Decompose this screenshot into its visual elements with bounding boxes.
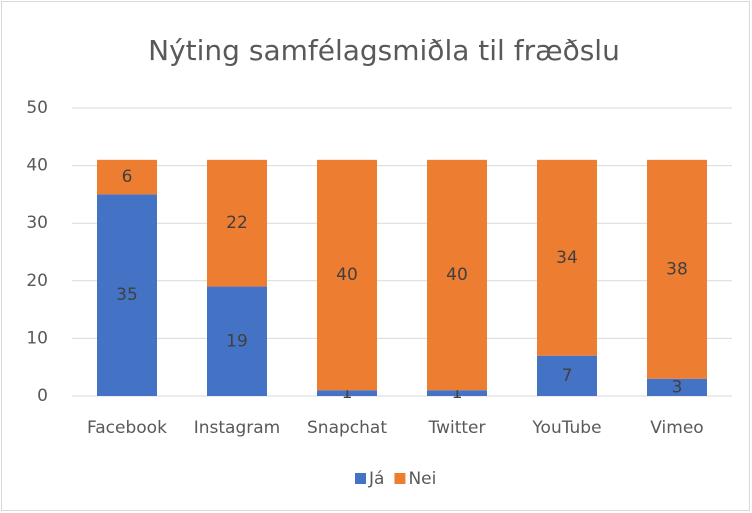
bar-segment — [537, 355, 597, 396]
chart-title: Nýting samfélagsmiðla til fræðslu — [148, 34, 620, 67]
data-label: 40 — [336, 265, 358, 285]
bar-segment — [317, 390, 377, 396]
data-label: 6 — [122, 167, 133, 187]
data-label: 19 — [226, 331, 248, 351]
y-tick-label: 30 — [26, 213, 48, 233]
data-label: 34 — [556, 248, 578, 268]
x-tick-label: Vimeo — [650, 418, 703, 438]
data-label: 40 — [446, 265, 468, 285]
y-tick-label: 40 — [26, 156, 48, 176]
legend-swatch — [394, 473, 406, 484]
bar-segment — [427, 159, 487, 391]
x-tick-label: YouTube — [531, 418, 601, 438]
bar-segment — [647, 159, 707, 379]
bar-segment — [97, 194, 157, 396]
data-label: 1 — [452, 383, 463, 403]
bar-segment — [427, 390, 487, 396]
bar-segment — [537, 159, 597, 356]
bar-segment — [97, 159, 157, 195]
data-label: 35 — [116, 285, 138, 305]
bar-segment — [647, 378, 707, 396]
legend-swatch — [355, 473, 366, 484]
x-tick-label: Snapchat — [307, 418, 387, 438]
x-tick-label: Instagram — [194, 418, 281, 438]
y-tick-label: 10 — [26, 328, 48, 348]
data-label: 38 — [666, 259, 688, 279]
y-tick-label: 0 — [37, 386, 48, 406]
bar-segment — [207, 286, 267, 396]
legend-label: Já — [368, 469, 384, 489]
y-tick-label: 20 — [26, 271, 48, 291]
bar-segment — [317, 159, 377, 391]
x-tick-label: Twitter — [428, 418, 486, 438]
bar-segment — [207, 159, 267, 287]
data-label: 7 — [562, 366, 573, 386]
data-label: 1 — [342, 383, 353, 403]
x-tick-label: Facebook — [87, 418, 167, 438]
legend-label: Nei — [408, 469, 436, 489]
data-label: 3 — [672, 377, 683, 397]
y-tick-label: 50 — [26, 98, 48, 118]
data-label: 22 — [226, 213, 248, 233]
